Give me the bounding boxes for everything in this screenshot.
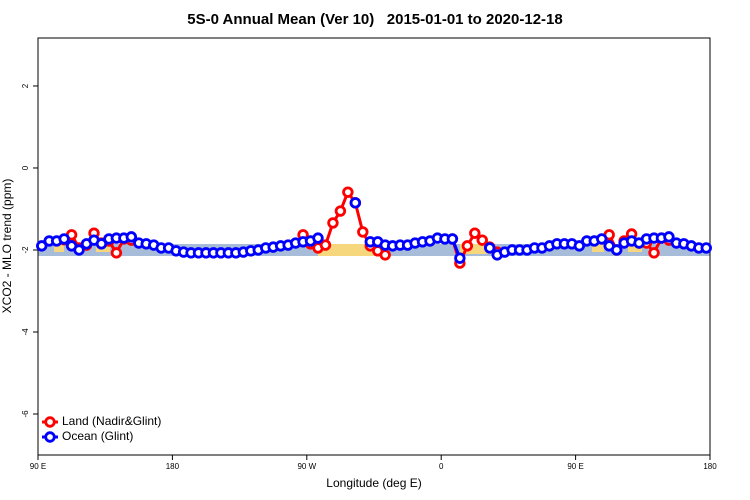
land-band — [460, 244, 494, 254]
point — [357, 226, 369, 238]
legend: Land (Nadir&Glint)Ocean (Glint) — [42, 414, 161, 443]
point — [648, 247, 660, 259]
land-band — [318, 244, 374, 256]
point — [484, 242, 496, 254]
x-tick-label: 0 — [439, 462, 444, 471]
point — [446, 233, 459, 245]
land-band — [592, 244, 604, 252]
x-tick-label: 180 — [166, 462, 180, 471]
point — [327, 217, 339, 229]
y-tick-label: -6 — [21, 410, 30, 418]
point — [73, 244, 85, 256]
y-axis-label: XCO2 - MLO trend (ppm) — [0, 179, 14, 314]
x-tick-label: 90 W — [297, 462, 316, 471]
point — [454, 252, 466, 264]
point — [110, 247, 123, 259]
point — [461, 240, 474, 252]
point — [349, 197, 362, 209]
land-band — [54, 244, 64, 252]
point — [610, 244, 623, 256]
point — [469, 227, 481, 239]
y-tick-label: -2 — [21, 246, 30, 254]
legend-label: Ocean (Glint) — [62, 429, 133, 443]
x-tick-label: 180 — [703, 462, 717, 471]
point — [58, 233, 70, 245]
chart-title: 5S-0 Annual Mean (Ver 10) 2015-01-01 to … — [187, 11, 562, 28]
y-tick-label: 2 — [21, 83, 30, 88]
point — [334, 205, 347, 217]
point — [663, 231, 675, 243]
point — [700, 242, 712, 254]
point — [319, 239, 332, 251]
point — [125, 231, 138, 243]
point — [596, 233, 608, 245]
point — [379, 249, 391, 261]
land-band — [628, 244, 642, 252]
legend-marker — [44, 416, 56, 428]
point — [342, 186, 354, 198]
y-tick-label: 0 — [21, 165, 30, 170]
legend-marker — [44, 431, 56, 443]
x-axis-label: Longitude (deg E) — [326, 476, 421, 490]
y-tick-label: -4 — [21, 328, 30, 336]
point — [573, 240, 586, 252]
x-tick-label: 90 E — [567, 462, 583, 471]
x-tick-label: 90 E — [30, 462, 46, 471]
point — [476, 234, 488, 246]
legend-label: Land (Nadir&Glint) — [62, 414, 161, 428]
point — [312, 232, 324, 244]
point — [95, 238, 108, 250]
point — [36, 240, 48, 252]
